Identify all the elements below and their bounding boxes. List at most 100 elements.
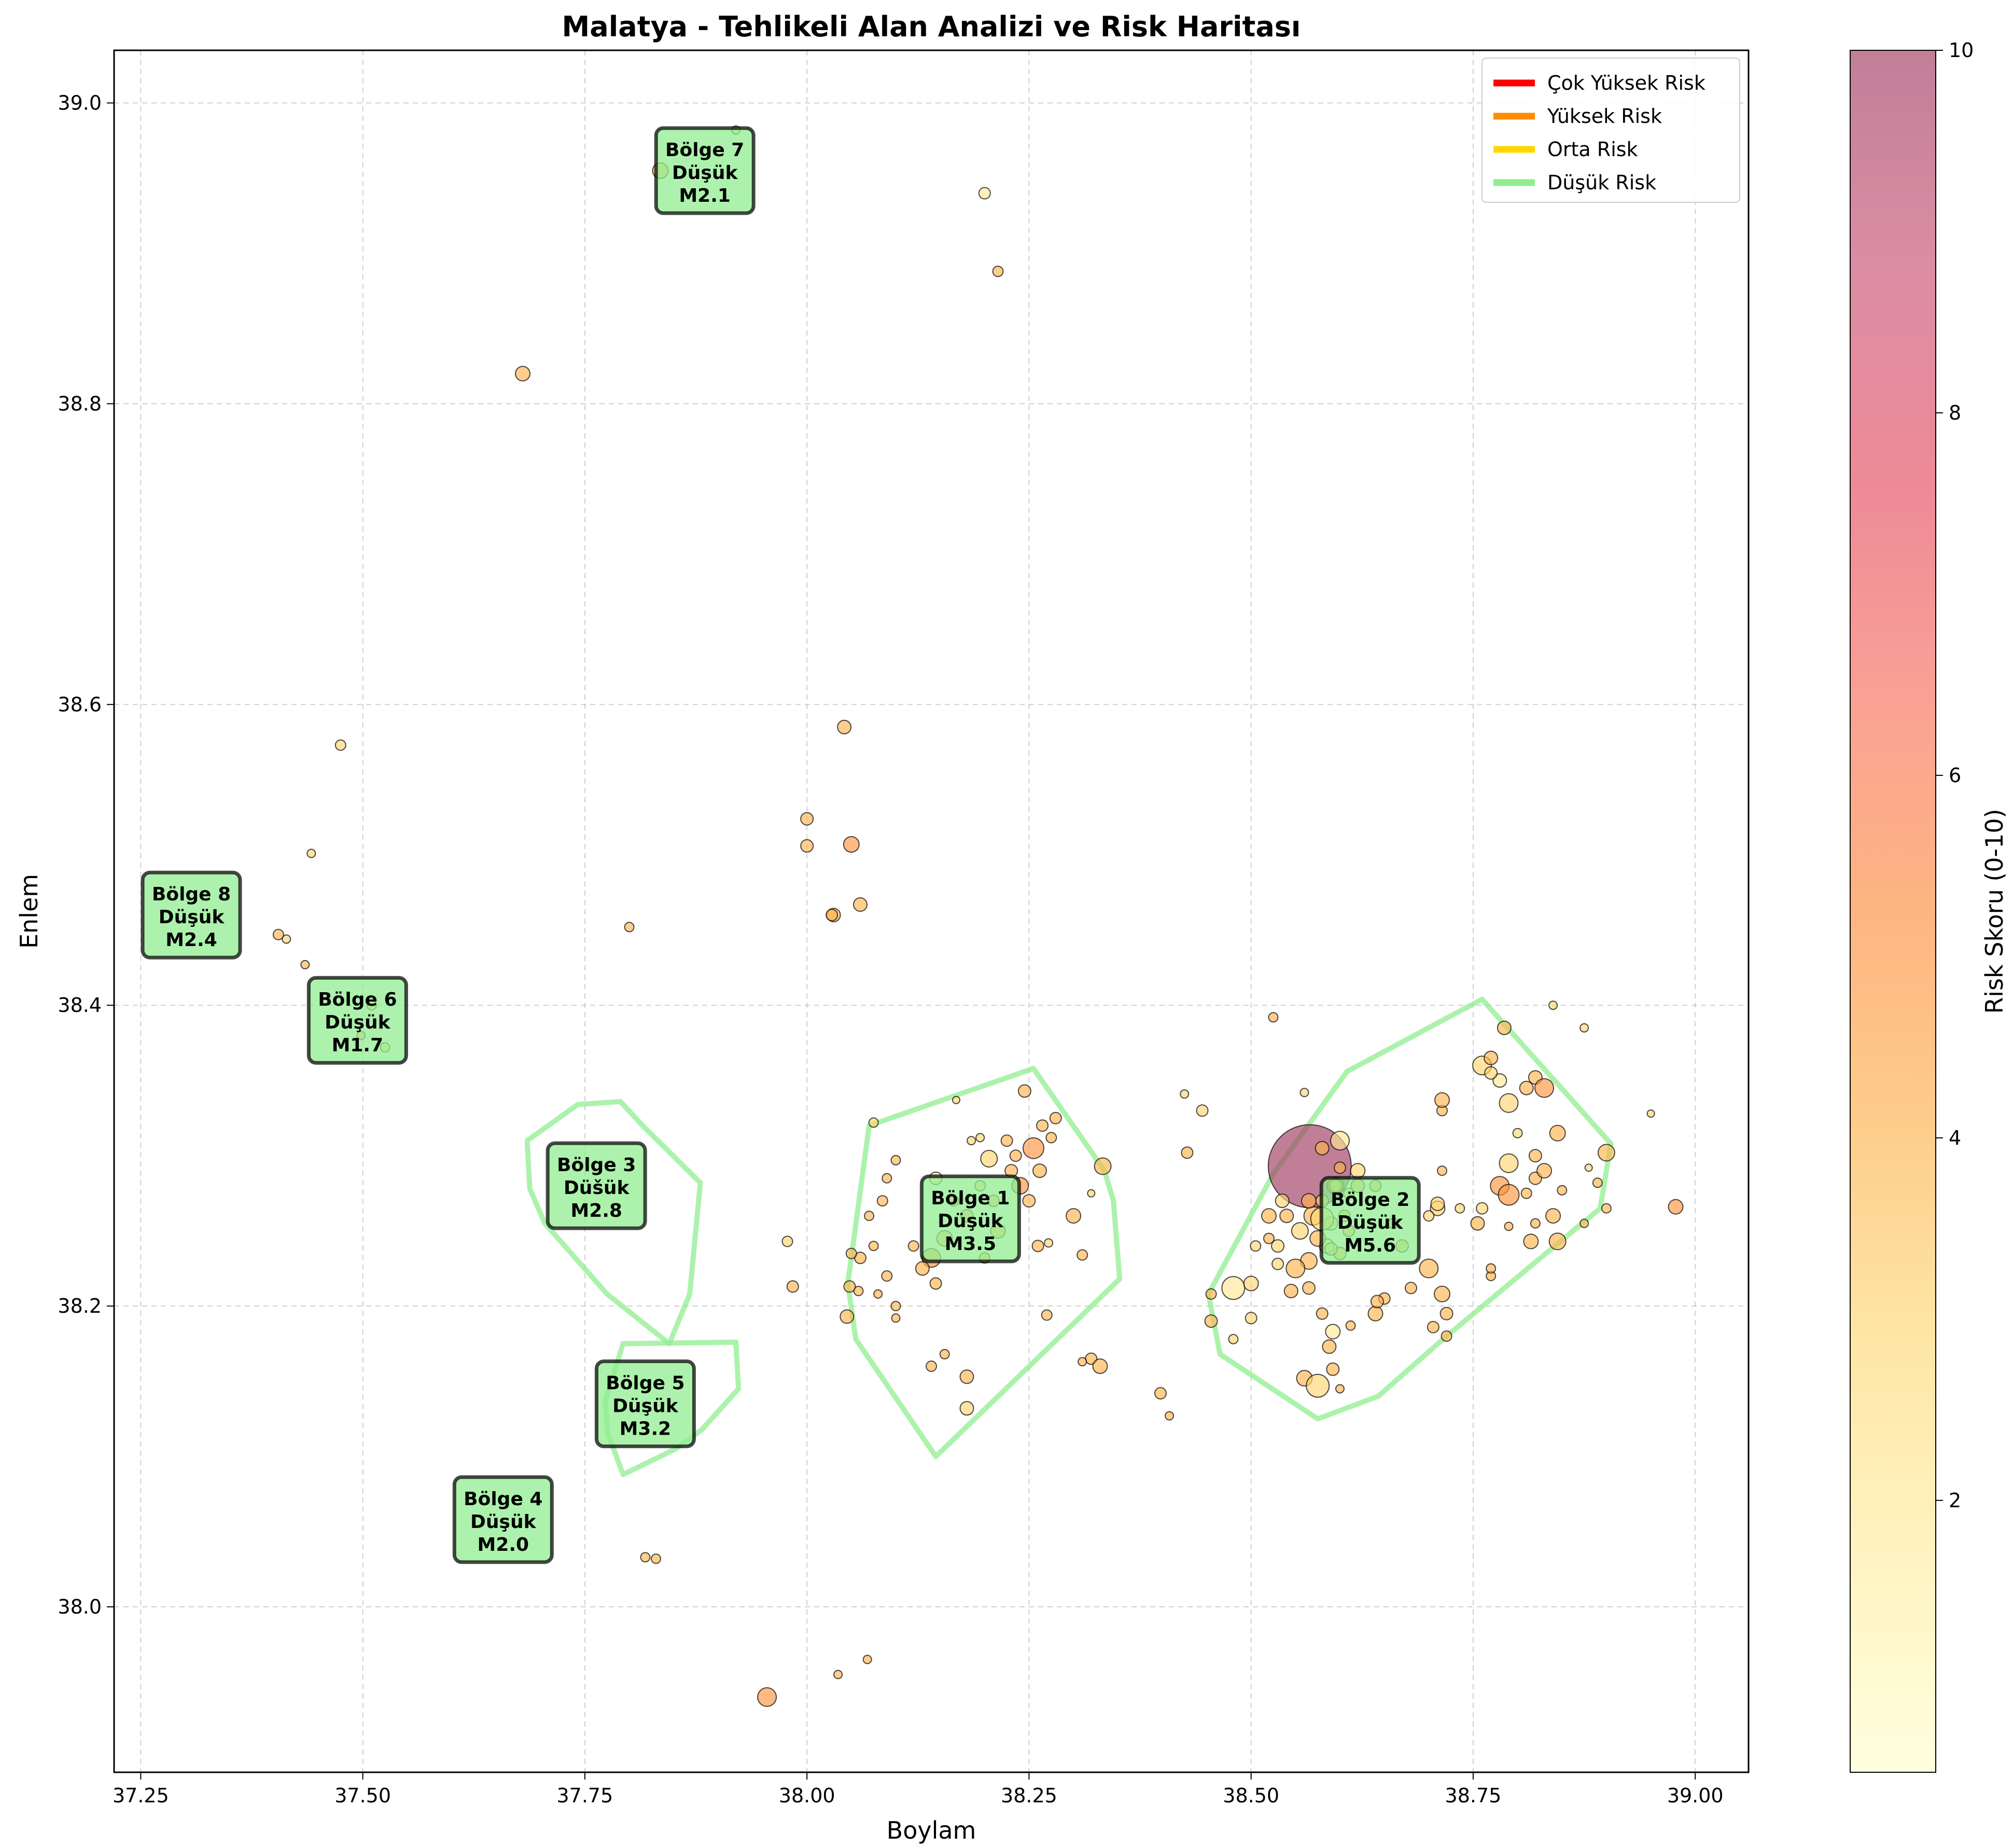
data-point <box>1512 1128 1523 1138</box>
data-point <box>1455 1203 1465 1214</box>
data-point <box>1032 1163 1047 1178</box>
data-point <box>840 1309 855 1324</box>
data-point <box>1557 1185 1568 1196</box>
data-point <box>1601 1203 1612 1214</box>
region-label-text: Bölge 6 <box>318 989 397 1010</box>
x-tick-label: 37.50 <box>334 1784 391 1807</box>
data-point <box>1646 1109 1655 1118</box>
region-label-text: Düşük <box>1337 1212 1404 1233</box>
x-axis-ticks: 37.25 37.50 37.75 38.00 38.25 38.50 38.75 39.00 <box>113 1772 1724 1807</box>
region-label-text: M1.7 <box>332 1035 384 1056</box>
data-point <box>640 1552 651 1563</box>
y-tick-label: 38.4 <box>58 994 102 1017</box>
region-label-text: M2.1 <box>679 185 731 206</box>
x-tick-label: 39.00 <box>1667 1784 1724 1807</box>
data-point <box>1275 1193 1290 1208</box>
data-point <box>1316 1307 1329 1320</box>
region-hull <box>524 1099 703 1346</box>
data-point <box>1548 1232 1567 1250</box>
data-point <box>1470 1216 1485 1231</box>
data-point <box>882 1173 892 1184</box>
data-point <box>515 366 530 382</box>
data-point <box>845 1247 857 1259</box>
data-point <box>1077 1249 1088 1261</box>
x-axis-label: Boylam <box>887 1816 976 1844</box>
data-point <box>1285 1258 1306 1279</box>
region-label-text: Bölge 5 <box>606 1373 684 1394</box>
region-label-box <box>1319 1176 1421 1265</box>
region-label-text: Bölge 8 <box>152 884 231 905</box>
region-label-box <box>452 1475 554 1564</box>
data-point <box>800 812 814 826</box>
data-point <box>1228 1333 1239 1344</box>
region-label-text: Düşük <box>325 1012 391 1033</box>
region-label-text: Düşük <box>159 907 225 928</box>
data-point <box>980 1150 998 1168</box>
colorbar-gradient <box>1850 50 1936 1773</box>
region-label-text: M2.4 <box>165 929 217 951</box>
x-tick-label: 38.50 <box>1223 1784 1279 1807</box>
data-point <box>881 1270 893 1282</box>
region-label-text: Bölge 7 <box>665 140 744 161</box>
data-point <box>1066 1208 1082 1224</box>
data-point <box>300 960 310 969</box>
data-point <box>1017 1084 1031 1098</box>
data-point <box>1549 1124 1566 1142</box>
data-point <box>873 1289 883 1299</box>
legend-box <box>1481 58 1740 203</box>
data-point <box>843 836 860 853</box>
data-point <box>1335 1384 1345 1394</box>
data-point <box>1250 1240 1262 1252</box>
data-point <box>1271 1239 1285 1253</box>
data-point <box>1484 1066 1498 1080</box>
data-point <box>1092 1358 1108 1374</box>
data-point <box>992 266 1004 277</box>
legend-label: Çok Yüksek Risk <box>1547 72 1706 94</box>
data-point <box>282 934 291 944</box>
data-point <box>1499 1153 1519 1173</box>
data-point <box>1668 1199 1684 1215</box>
legend: Çok Yüksek Risk Yüksek Risk Orta Risk Düşük… <box>1481 58 1740 203</box>
data-point <box>1476 1202 1489 1215</box>
data-point <box>1031 1240 1044 1253</box>
data-point <box>1268 1012 1279 1023</box>
y-axis-label: Enlem <box>15 874 43 949</box>
data-point <box>1165 1411 1175 1421</box>
x-tick-label: 37.25 <box>113 1784 169 1807</box>
data-point <box>868 1241 879 1252</box>
colorbar-label: Risk Skoru (0-10) <box>1980 809 2008 1013</box>
data-point <box>1181 1146 1194 1159</box>
data-point <box>1049 1111 1062 1124</box>
chart-title: Malatya - Tehlikeli Alan Analizi ve Risk… <box>562 10 1301 43</box>
region-label-text: Bölge 2 <box>1331 1189 1409 1211</box>
y-tick-label: 38.8 <box>58 392 102 415</box>
data-point <box>1283 1284 1298 1299</box>
region-label-text: Düšük <box>564 1177 630 1199</box>
data-point <box>1530 1218 1541 1229</box>
data-point <box>1523 1233 1539 1249</box>
data-point <box>967 1136 976 1146</box>
data-point <box>975 1133 985 1143</box>
data-point <box>1009 1149 1022 1162</box>
data-point <box>826 909 838 922</box>
region-label-box <box>546 1141 647 1230</box>
data-point <box>1330 1131 1350 1151</box>
region-label-box <box>594 1359 696 1449</box>
data-point <box>1078 1357 1087 1367</box>
data-point <box>1263 1232 1275 1244</box>
data-point <box>1245 1312 1257 1325</box>
data-point <box>890 1155 901 1165</box>
data-point <box>1045 1132 1057 1144</box>
colorbar-tick-label: 4 <box>1949 1127 1961 1149</box>
data-point <box>334 739 346 751</box>
region-label-text: Bölge 3 <box>557 1155 636 1176</box>
data-point <box>1434 1285 1450 1302</box>
